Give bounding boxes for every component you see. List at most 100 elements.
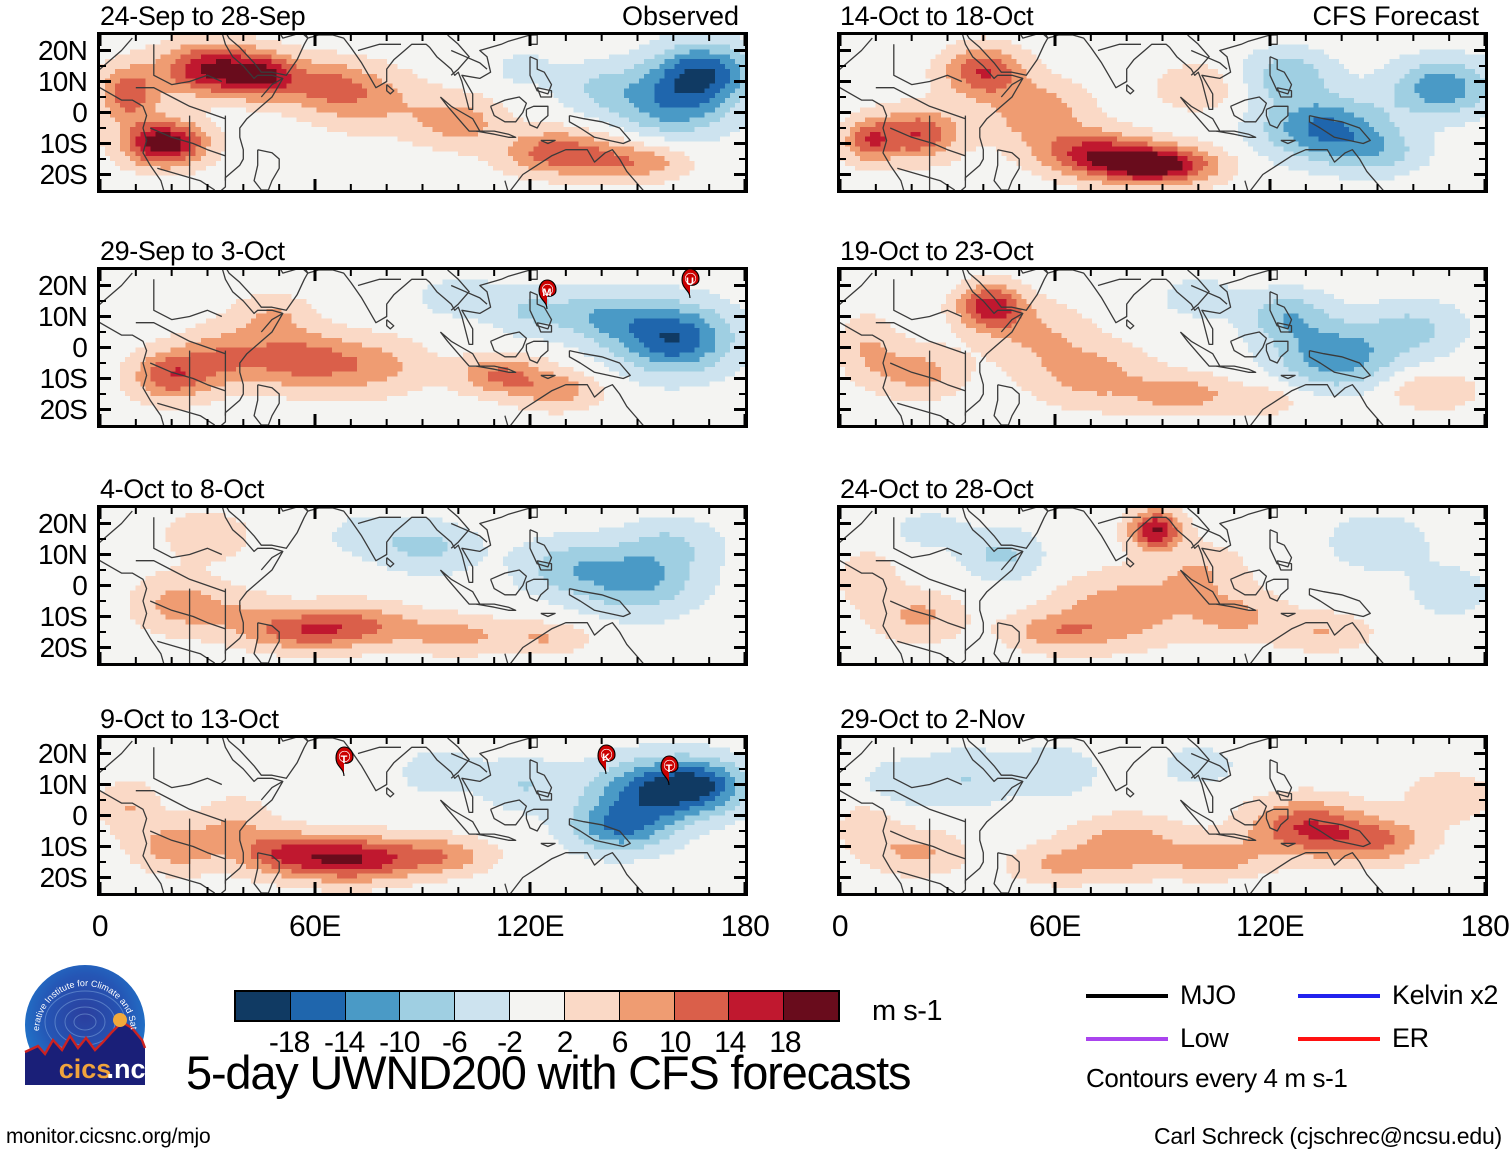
legend-entry-low: Low [1086, 1023, 1229, 1054]
colorbar-band-8 [674, 992, 730, 1020]
tc-label: T [333, 755, 355, 766]
panel-title-5: 19-Oct to 23-Oct [840, 236, 1034, 267]
map-panel-5[interactable] [837, 267, 1488, 428]
footer-website-link[interactable]: monitor.cicsnc.org/mjo [6, 1125, 211, 1149]
y-axis-label: 10N [0, 66, 88, 98]
colorbar-tick-label: 2 [535, 1026, 595, 1060]
map-field-2 [100, 508, 745, 663]
footer-author-contact[interactable]: Carl Schreck (cjschrec@ncsu.edu) [1154, 1123, 1502, 1150]
map-panel-2[interactable] [97, 505, 748, 666]
y-axis-label: 0 [0, 332, 88, 364]
tropical-cyclone-marker[interactable]: T [658, 755, 680, 785]
panel-title-7: 29-Oct to 2-Nov [840, 704, 1025, 735]
colorbar-band-9 [729, 992, 785, 1020]
y-axis-label: 10N [0, 301, 88, 333]
tropical-cyclone-marker[interactable]: M [536, 279, 558, 309]
map-field-4 [840, 35, 1485, 190]
y-axis-label: 20S [0, 632, 88, 664]
y-axis-label: 10N [0, 769, 88, 801]
colorbar-band-4 [455, 992, 511, 1020]
colorbar-units-label: m s-1 [872, 995, 943, 1028]
legend-label: Kelvin x2 [1392, 980, 1498, 1011]
colorbar-tick-label: -6 [424, 1026, 484, 1060]
legend-line-swatch [1298, 993, 1380, 998]
colorbar-band-10 [784, 992, 838, 1020]
contour-interval-note: Contours every 4 m s-1 [1086, 1063, 1348, 1094]
legend-line-swatch [1086, 1036, 1168, 1041]
legend-label: MJO [1180, 980, 1236, 1011]
colorbar-band-3 [400, 992, 456, 1020]
y-axis-label: 20N [0, 738, 88, 770]
map-panel-1[interactable] [97, 267, 748, 428]
colorbar-band-1 [290, 992, 346, 1020]
tropical-cyclone-marker[interactable]: T [333, 746, 355, 776]
colorbar-band-5 [510, 992, 565, 1020]
legend-entry-kelvin-x2: Kelvin x2 [1298, 980, 1498, 1011]
y-axis-label: 20S [0, 394, 88, 426]
tc-label: T [658, 764, 680, 775]
panel-title-6: 24-Oct to 28-Oct [840, 474, 1034, 505]
y-axis-label: 20N [0, 508, 88, 540]
colorbar-band-6 [564, 992, 620, 1020]
logo-svg: cics . .nc Cooperative Institute for Cli… [19, 954, 147, 1085]
y-axis-label: 20N [0, 35, 88, 67]
colorbar-tick-label: -2 [479, 1026, 539, 1060]
y-axis-label: 10N [0, 539, 88, 571]
colorbar-tick-label: 10 [645, 1026, 705, 1060]
x-axis-label: 60E [289, 910, 341, 944]
map-field-3 [100, 738, 745, 893]
panel-title-0: 24-Sep to 28-Sep [100, 1, 306, 32]
legend-line-swatch [1298, 1036, 1380, 1041]
cics-nc-logo: cics . .nc Cooperative Institute for Cli… [19, 954, 148, 1088]
x-axis-label: 180 [721, 910, 770, 944]
colorbar-band-2 [345, 992, 401, 1020]
tropical-cyclone-marker[interactable]: U [679, 268, 701, 298]
y-axis-label: 20S [0, 159, 88, 191]
y-axis-label: 10S [0, 128, 88, 160]
colorbar-band-0 [236, 992, 291, 1020]
colorbar-tick-label: -18 [259, 1026, 319, 1060]
y-axis-label: 0 [0, 570, 88, 602]
map-field-5 [840, 270, 1485, 425]
panel-title-1: 29-Sep to 3-Oct [100, 236, 285, 267]
x-axis-label: 60E [1029, 910, 1081, 944]
y-axis-label: 20N [0, 270, 88, 302]
panel-title-4: 14-Oct to 18-Oct [840, 1, 1034, 32]
panel-title-2: 4-Oct to 8-Oct [100, 474, 264, 505]
map-panel-0[interactable] [97, 32, 748, 193]
x-axis-label: 0 [832, 910, 849, 944]
map-field-1 [100, 270, 745, 425]
legend-entry-er: ER [1298, 1023, 1429, 1054]
tc-label: K [595, 753, 617, 764]
colorbar-tick-label: 6 [590, 1026, 650, 1060]
map-panel-6[interactable] [837, 505, 1488, 666]
map-field-6 [840, 508, 1485, 663]
colorbar-tick-label: -14 [314, 1026, 374, 1060]
x-axis-label: 180 [1461, 910, 1510, 944]
map-panel-4[interactable] [837, 32, 1488, 193]
y-axis-label: 0 [0, 800, 88, 832]
map-panel-7[interactable] [837, 735, 1488, 896]
legend-label: Low [1180, 1023, 1229, 1054]
legend-label: ER [1392, 1023, 1429, 1054]
tc-label: U [679, 277, 701, 288]
column-header-observed: Observed [622, 1, 739, 32]
map-panel-3[interactable] [97, 735, 748, 896]
colorbar-band-7 [619, 992, 675, 1020]
x-axis-label: 120E [1236, 910, 1305, 944]
colorbar [234, 990, 840, 1022]
tc-label: M [536, 288, 558, 299]
legend-entry-mjo: MJO [1086, 980, 1236, 1011]
colorbar-tick-label: 18 [755, 1026, 815, 1060]
panel-title-3: 9-Oct to 13-Oct [100, 704, 279, 735]
y-axis-label: 0 [0, 97, 88, 129]
y-axis-label: 10S [0, 363, 88, 395]
tropical-cyclone-marker[interactable]: K [595, 744, 617, 774]
main-title: 5-day UWND200 with CFS forecasts [186, 1045, 911, 1100]
map-field-0 [100, 35, 745, 190]
legend-line-swatch [1086, 993, 1168, 998]
column-header-cfs-forecast: CFS Forecast [1312, 1, 1479, 32]
x-axis-label: 120E [496, 910, 565, 944]
map-field-7 [840, 738, 1485, 893]
y-axis-label: 10S [0, 831, 88, 863]
